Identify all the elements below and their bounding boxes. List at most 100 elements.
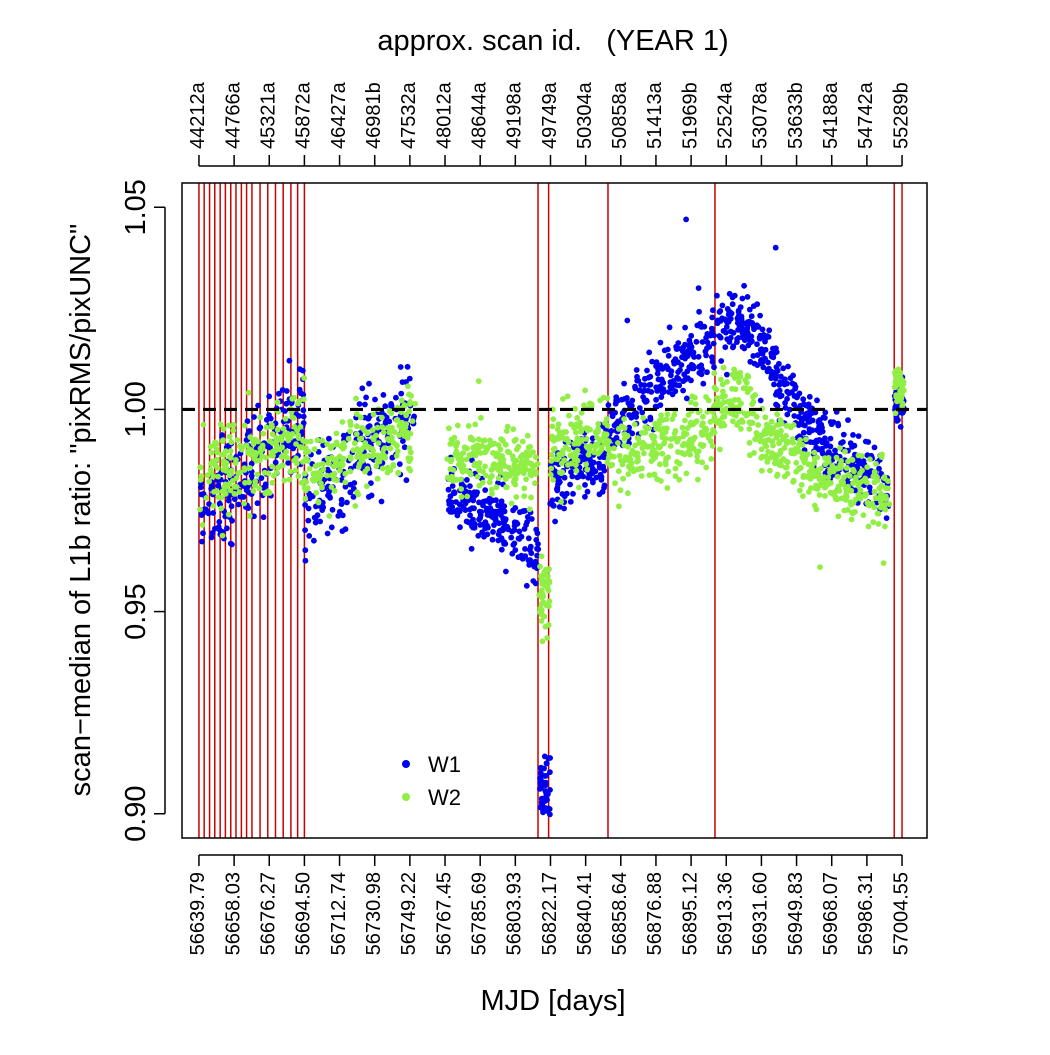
data-point-w2 (385, 424, 391, 431)
data-point-w1 (554, 487, 561, 494)
data-point-w2 (197, 464, 204, 471)
data-point-w1 (255, 402, 261, 409)
data-point-w2 (220, 426, 227, 432)
x-top-tick-label: 47532a (398, 81, 420, 149)
data-point-w1 (644, 367, 650, 374)
data-point-w1 (491, 522, 497, 528)
data-point-w2 (774, 411, 780, 418)
data-point-w2 (403, 412, 409, 419)
data-point-w2 (675, 449, 681, 455)
data-point-w1 (654, 370, 661, 377)
x-tick-label: 56639.79 (187, 872, 209, 955)
data-point-w1 (305, 517, 312, 524)
data-point-w1 (477, 512, 484, 519)
data-point-w2 (848, 501, 854, 508)
data-point-w2 (204, 472, 211, 479)
data-point-w1 (657, 402, 664, 408)
data-point-w2 (503, 428, 510, 434)
data-point-w1 (350, 494, 357, 500)
data-point-w1 (224, 525, 230, 532)
data-point-w1 (365, 494, 372, 500)
data-point-w1 (541, 773, 548, 779)
data-point-w1 (724, 336, 731, 342)
data-point-w2 (528, 460, 535, 467)
data-point-w2 (632, 442, 638, 449)
data-point-w1 (710, 340, 717, 347)
data-point-w1 (512, 520, 518, 527)
x-top-tick-label: 53078a (750, 81, 772, 149)
data-point-w1 (680, 378, 687, 385)
data-point-w2 (857, 470, 863, 477)
data-point-w1 (492, 515, 499, 522)
data-point-w1 (561, 474, 568, 481)
data-point-w2 (746, 439, 753, 446)
data-point-w2 (228, 439, 235, 446)
data-point-w2 (273, 469, 280, 476)
outlier-point-w1 (624, 317, 631, 324)
data-point-w1 (393, 394, 399, 401)
data-point-w1 (633, 367, 640, 373)
data-point-w2 (664, 411, 671, 418)
data-point-w2 (465, 423, 472, 429)
data-point-w2 (511, 477, 518, 484)
data-point-w2 (490, 450, 496, 456)
data-point-w2 (467, 452, 474, 459)
data-point-w1 (845, 417, 851, 423)
data-point-w2 (303, 438, 309, 445)
data-point-w2 (594, 434, 600, 441)
data-point-w1 (780, 365, 787, 372)
x-tick-label: 56676.27 (258, 872, 280, 955)
data-point-w2 (476, 482, 483, 489)
data-point-w2 (493, 484, 500, 491)
outlier-point-w2 (475, 378, 482, 384)
data-point-w2 (617, 487, 624, 494)
data-point-w2 (620, 475, 626, 482)
data-point-w1 (396, 461, 403, 467)
data-point-w1 (682, 324, 688, 331)
data-point-w1 (720, 328, 727, 334)
data-point-w1 (717, 308, 724, 314)
data-point-w2 (667, 443, 674, 449)
data-point-w2 (797, 464, 804, 471)
data-point-w1 (503, 568, 509, 575)
data-point-w1 (704, 369, 710, 376)
data-point-w2 (874, 510, 881, 517)
data-point-w1 (511, 527, 518, 533)
data-point-w1 (758, 346, 764, 353)
data-point-w1 (653, 384, 660, 391)
data-point-w1 (457, 524, 463, 531)
data-point-w2 (480, 468, 486, 475)
data-point-w2 (842, 448, 848, 455)
data-point-w2 (789, 436, 796, 442)
data-point-w2 (273, 446, 279, 453)
data-point-w2 (784, 459, 791, 466)
data-point-w1 (871, 444, 878, 451)
data-point-w2 (592, 444, 599, 451)
data-point-w2 (333, 439, 340, 446)
data-point-w2 (217, 421, 224, 428)
data-point-w2 (574, 415, 581, 421)
data-point-w2 (753, 430, 760, 436)
data-point-w2 (269, 479, 276, 486)
data-point-w1 (777, 393, 783, 400)
data-point-w1 (380, 392, 387, 398)
data-point-w2 (694, 453, 701, 460)
data-point-w2 (820, 480, 827, 486)
data-point-w2 (524, 432, 531, 439)
data-point-w2 (319, 437, 326, 444)
legend-marker-w2 (402, 793, 410, 801)
data-point-w2 (231, 491, 238, 497)
data-point-w2 (717, 446, 723, 453)
data-point-w1 (296, 413, 302, 419)
data-point-w2 (767, 467, 773, 474)
data-point-w2 (245, 389, 252, 396)
data-point-w1 (883, 515, 890, 521)
data-point-w1 (744, 326, 750, 333)
data-point-w2 (539, 587, 545, 593)
data-point-w1 (525, 535, 532, 542)
data-point-w2 (722, 393, 728, 399)
data-point-w1 (538, 784, 544, 791)
data-point-w1 (782, 400, 788, 406)
data-point-w1 (822, 415, 828, 421)
